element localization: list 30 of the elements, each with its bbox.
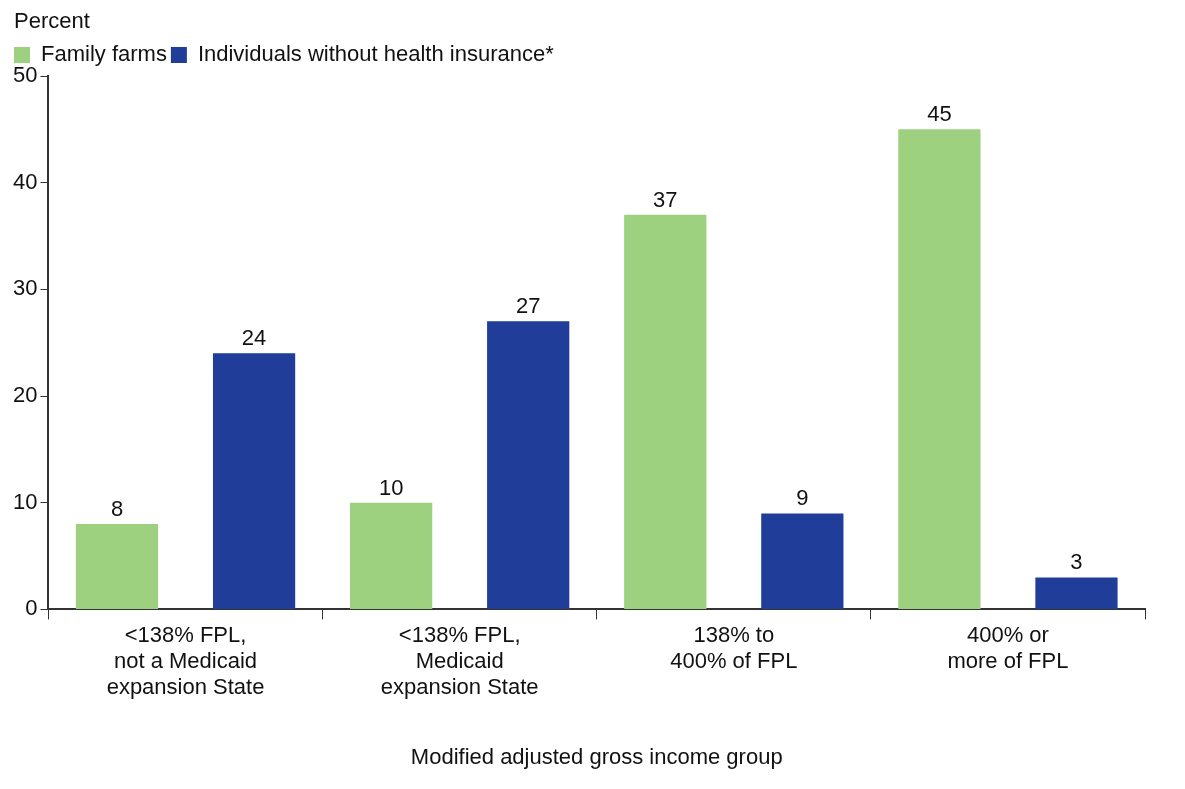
bar [898, 129, 981, 609]
bar [212, 353, 296, 609]
bar [624, 214, 707, 609]
data-label: 9 [796, 485, 809, 511]
x-tick-label: 400% or more of FPL [947, 621, 1069, 674]
data-label: 45 [927, 101, 952, 127]
bar [1035, 577, 1118, 609]
y-tick-label: 20 [12, 382, 38, 408]
x-tick-label: 138% to 400% of FPL [670, 621, 798, 674]
x-tick-label: <138% FPL, not a Medicaid expansion State [106, 621, 265, 700]
data-label: 3 [1070, 549, 1083, 575]
legend-label: Family farms [41, 41, 167, 67]
x-tick-label: <138% FPL, Medicaid expansion State [380, 621, 539, 700]
data-label: 10 [378, 474, 404, 500]
bar [761, 513, 844, 609]
y-tick-label: 30 [12, 275, 38, 301]
x-axis-title: Modified adjusted gross income group [410, 743, 783, 769]
bar [75, 524, 159, 609]
data-label: 27 [515, 293, 541, 319]
y-tick-label: 50 [12, 62, 38, 88]
bar [487, 321, 570, 609]
data-label: 37 [653, 186, 678, 212]
y-tick-label: 10 [12, 488, 38, 514]
data-label: 24 [241, 325, 267, 351]
y-tick-label: 0 [25, 595, 38, 621]
data-label: 8 [110, 496, 124, 522]
y-tick-label: 40 [12, 168, 38, 194]
legend-label: Individuals without health insurance* [197, 41, 555, 67]
y-axis-title: Percent [14, 8, 90, 34]
bar [350, 502, 433, 609]
